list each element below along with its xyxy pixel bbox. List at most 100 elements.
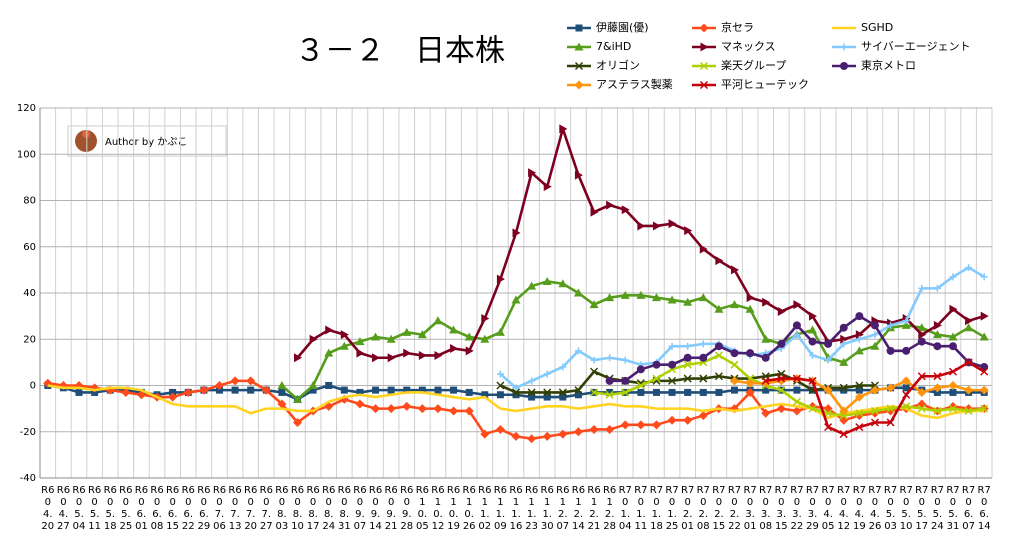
marker xyxy=(543,388,552,397)
marker xyxy=(714,304,724,313)
marker xyxy=(809,351,817,359)
y-tick-label: 40 xyxy=(23,288,36,299)
marker xyxy=(793,386,801,394)
x-tick-label: R6 1 2. 21 xyxy=(587,485,600,532)
x-tick-label: R7 0 2. 08 xyxy=(697,485,710,532)
marker xyxy=(309,334,318,344)
marker xyxy=(933,388,941,396)
marker xyxy=(636,381,645,390)
y-tick-label: -20 xyxy=(20,427,36,438)
marker xyxy=(387,353,396,363)
marker xyxy=(761,334,771,343)
marker xyxy=(699,388,707,396)
marker xyxy=(699,374,708,383)
marker xyxy=(855,409,864,418)
annotation: Author by かぷこ xyxy=(105,136,187,148)
marker xyxy=(355,337,365,346)
author-icon xyxy=(75,130,97,152)
x-tick-label: R6 0 6. 15 xyxy=(166,485,179,532)
marker xyxy=(979,385,989,395)
marker xyxy=(199,385,209,395)
x-tick-label: R6 1 1. 09 xyxy=(494,485,507,532)
marker xyxy=(949,273,957,281)
marker xyxy=(543,182,552,192)
marker xyxy=(480,429,490,439)
marker xyxy=(574,386,583,395)
marker xyxy=(979,332,989,341)
marker xyxy=(870,381,879,390)
marker xyxy=(605,293,615,302)
marker xyxy=(620,290,630,299)
marker xyxy=(948,367,958,376)
marker xyxy=(932,383,942,393)
marker xyxy=(917,404,926,413)
marker xyxy=(855,386,863,394)
marker xyxy=(277,399,287,409)
marker xyxy=(714,372,723,381)
marker xyxy=(465,346,474,356)
marker xyxy=(870,406,879,415)
legend-marker xyxy=(574,80,584,90)
marker xyxy=(745,387,755,397)
marker xyxy=(792,397,801,406)
marker xyxy=(543,370,551,378)
legend-label: マネックス xyxy=(721,40,776,53)
marker xyxy=(698,293,708,302)
marker xyxy=(590,356,598,364)
marker xyxy=(839,430,848,439)
marker xyxy=(917,337,926,346)
marker xyxy=(949,304,958,314)
marker xyxy=(481,391,489,399)
x-tick-label: R6 0 4. 27 xyxy=(57,485,70,532)
marker xyxy=(854,392,864,402)
series-line xyxy=(47,384,985,420)
marker xyxy=(777,339,786,348)
marker xyxy=(715,256,724,266)
marker xyxy=(402,401,412,411)
marker xyxy=(839,406,849,416)
marker xyxy=(699,353,708,362)
marker xyxy=(417,330,427,339)
x-tick-label: R6 0 9. 14 xyxy=(369,485,382,532)
marker xyxy=(745,378,755,388)
marker xyxy=(325,382,333,389)
author-box: Author by かぷこ xyxy=(67,125,227,157)
x-tick-label: R6 0 8. 17 xyxy=(306,485,319,532)
marker xyxy=(870,418,879,427)
marker xyxy=(511,388,521,397)
marker xyxy=(886,404,895,413)
x-tick-label: R6 0 7. 13 xyxy=(228,485,241,532)
legend-label: オリゴン xyxy=(596,58,640,72)
x-tick-label: R7 0 6. 14 xyxy=(978,485,991,532)
chart-title: ３－２ 日本株 xyxy=(295,34,505,69)
marker xyxy=(183,387,193,397)
marker xyxy=(75,388,83,396)
marker xyxy=(495,424,505,434)
marker xyxy=(480,334,490,343)
marker xyxy=(714,342,723,351)
marker xyxy=(605,424,615,434)
marker xyxy=(902,384,910,392)
marker xyxy=(699,244,708,254)
y-tick-label: 20 xyxy=(23,334,36,345)
marker xyxy=(606,200,615,210)
marker xyxy=(558,388,567,397)
marker xyxy=(231,386,239,394)
marker xyxy=(527,388,536,397)
marker xyxy=(651,293,661,302)
marker xyxy=(590,207,599,217)
marker xyxy=(356,348,365,358)
marker xyxy=(574,170,583,180)
marker xyxy=(917,323,927,332)
x-tick-label: R6 0 5. 25 xyxy=(119,485,132,532)
marker xyxy=(542,276,552,285)
marker xyxy=(589,300,599,309)
marker xyxy=(434,350,443,360)
series xyxy=(294,124,989,363)
x-tick-label: R7 0 5. 10 xyxy=(900,485,913,532)
series xyxy=(761,358,989,439)
marker xyxy=(777,386,786,395)
marker xyxy=(777,307,786,316)
x-tick-label: R7 0 5. 24 xyxy=(931,485,944,532)
x-tick-label: R6 1 0. 19 xyxy=(447,485,460,532)
